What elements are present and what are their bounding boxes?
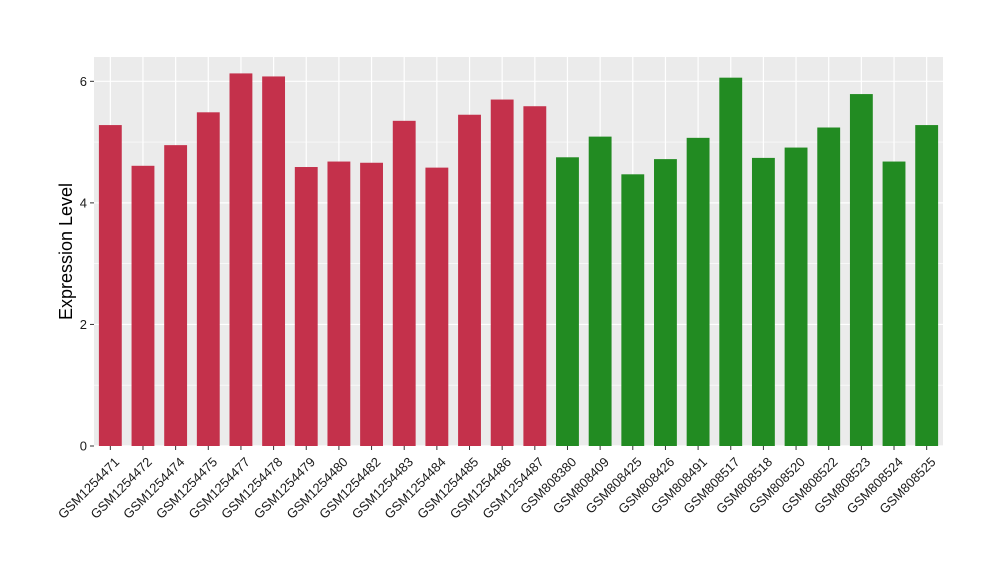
bar-GSM1254471 — [98, 125, 122, 446]
bar-GSM1254485 — [458, 114, 481, 446]
y-tick-label: 2 — [80, 317, 87, 332]
bar-GSM808425 — [621, 174, 645, 447]
bar-GSM1254487 — [523, 106, 547, 446]
bar-GSM808491 — [686, 137, 710, 447]
bar-GSM1254478 — [262, 76, 286, 446]
bar-GSM1254486 — [490, 99, 514, 446]
bar-GSM1254483 — [392, 120, 416, 446]
bar-GSM808409 — [588, 136, 612, 446]
bar-GSM808524 — [882, 161, 906, 446]
bar-GSM1254474 — [164, 145, 188, 446]
bar-GSM808426 — [654, 159, 677, 447]
bar-GSM1254479 — [294, 167, 318, 446]
y-tick-label: 4 — [80, 195, 87, 210]
bar-GSM808517 — [719, 77, 743, 447]
bar-GSM808380 — [556, 157, 579, 446]
bar-GSM808520 — [784, 147, 808, 446]
bar-GSM1254484 — [425, 167, 449, 446]
bar-GSM808522 — [817, 127, 841, 446]
bar-GSM1254477 — [229, 73, 253, 446]
x-axis: GSM1254471GSM1254472GSM1254474GSM1254475… — [55, 446, 939, 522]
plot-panel — [94, 57, 943, 446]
bar-GSM1254475 — [196, 112, 220, 446]
bar-GSM1254480 — [327, 161, 351, 446]
bars — [98, 73, 939, 447]
bar-GSM808518 — [751, 157, 775, 446]
y-tick-label: 0 — [80, 439, 87, 454]
y-axis-label: Expression Level — [56, 183, 76, 320]
bar-GSM808523 — [849, 94, 873, 446]
y-axis: 0 2 4 6 — [80, 74, 94, 454]
bar-GSM1254472 — [131, 165, 155, 446]
bar-GSM808525 — [915, 125, 939, 446]
y-tick-label: 6 — [80, 74, 87, 89]
bar-GSM1254482 — [360, 162, 383, 446]
